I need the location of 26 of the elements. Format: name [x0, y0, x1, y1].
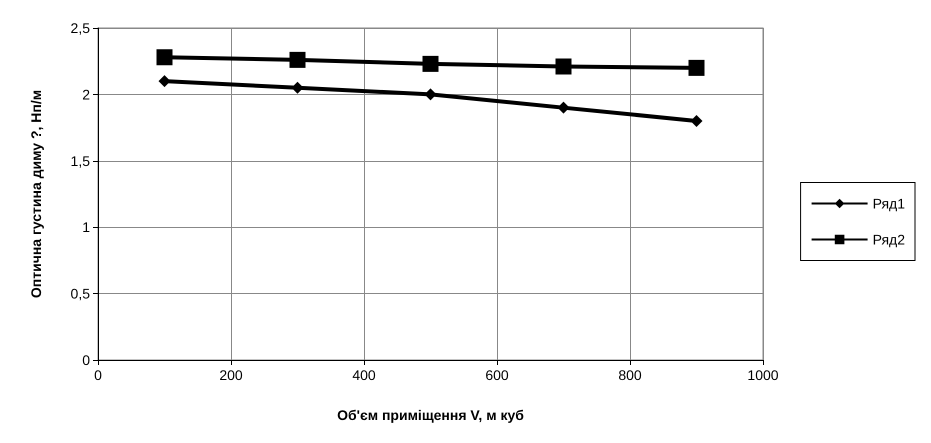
y-tick-label: 0,5	[70, 286, 90, 302]
x-tick-label: 0	[94, 367, 102, 383]
y-tick-label: 2,5	[70, 20, 90, 36]
point	[292, 82, 304, 94]
point	[556, 58, 572, 75]
x-tick-label: 1000	[747, 367, 779, 383]
legend-label: Ряд2	[872, 232, 906, 248]
point	[690, 114, 702, 127]
point	[158, 75, 170, 88]
point	[558, 102, 570, 114]
point	[424, 88, 436, 100]
y-tick-label: 1,5	[70, 152, 90, 169]
y-axis-title: Оптична густина диму ?, Нп/м	[28, 90, 44, 298]
legend-label: Ряд1	[872, 196, 906, 212]
point	[156, 49, 172, 66]
point	[290, 52, 306, 68]
x-tick-label: 400	[352, 367, 376, 383]
point	[422, 56, 438, 72]
x-tick-label: 800	[618, 367, 642, 383]
y-tick-label: 1	[82, 219, 90, 236]
point	[688, 60, 704, 76]
x-tick-label: 200	[219, 367, 243, 383]
y-tick-label: 2	[82, 86, 90, 102]
x-tick-label: 600	[485, 367, 509, 383]
y-tick-label: 0	[82, 352, 90, 368]
x-axis-title: Об'єм приміщення V, м куб	[337, 407, 524, 423]
